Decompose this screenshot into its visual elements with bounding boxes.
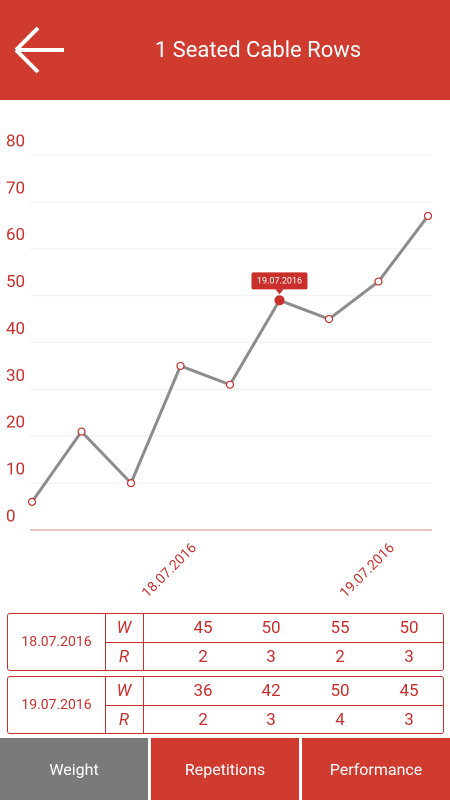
divider bbox=[143, 676, 144, 733]
cell-value: 3 bbox=[404, 709, 414, 730]
cell-value: 55 bbox=[330, 617, 350, 638]
cell-value: 36 bbox=[193, 680, 213, 701]
cell-value: 4 bbox=[335, 709, 345, 730]
y-tick-label: 60 bbox=[6, 225, 25, 245]
cell-value: 50 bbox=[330, 680, 350, 701]
y-tick-label: 0 bbox=[6, 506, 16, 526]
point bbox=[126, 479, 136, 488]
row-label: W bbox=[116, 680, 132, 701]
divider bbox=[143, 613, 144, 670]
row-label: W bbox=[116, 617, 132, 638]
point bbox=[27, 497, 37, 506]
cell-value: 2 bbox=[198, 646, 208, 667]
tooltip-label: 19.07.2016 bbox=[257, 277, 302, 287]
tab[interactable]: Repetitions bbox=[151, 738, 299, 800]
x-tick-label: 19.07.2016 bbox=[337, 540, 398, 600]
point bbox=[423, 211, 433, 221]
cell-value: 3 bbox=[266, 646, 276, 667]
y-tick-label: 20 bbox=[6, 413, 25, 433]
date-cell: 18.07.2016 bbox=[21, 633, 92, 650]
point bbox=[77, 427, 86, 436]
y-tick-label: 10 bbox=[6, 460, 25, 480]
y-tick-label: 30 bbox=[6, 366, 25, 386]
y-tick-label: 80 bbox=[6, 131, 25, 151]
cell-value: 42 bbox=[261, 680, 281, 701]
divider bbox=[105, 705, 443, 706]
tab[interactable]: Performance bbox=[302, 738, 450, 800]
cell-value: 50 bbox=[399, 617, 419, 638]
point bbox=[374, 277, 383, 286]
cell-value: 3 bbox=[404, 646, 414, 667]
x-tick-label: 18.07.2016 bbox=[139, 540, 200, 600]
row-label: R bbox=[118, 646, 130, 667]
cell-value: 2 bbox=[335, 646, 345, 667]
tooltip-pointer bbox=[275, 289, 284, 295]
divider bbox=[105, 676, 106, 733]
row-label: R bbox=[118, 709, 130, 730]
cell-value: 45 bbox=[399, 680, 419, 701]
header: 1 Seated Cable Rows bbox=[0, 0, 450, 100]
divider bbox=[105, 613, 106, 670]
title: 1 Seated Cable Rows bbox=[154, 38, 362, 63]
table-frame bbox=[7, 676, 444, 734]
chart: 0 10 20 30 40 50 60 70 80 18.07.2016 19.07.2016 19.… bbox=[6, 131, 433, 600]
cell-value: 2 bbox=[198, 709, 208, 730]
point bbox=[225, 380, 235, 389]
cell-value: 3 bbox=[266, 709, 276, 730]
cell-value: 50 bbox=[261, 617, 281, 638]
date-cell: 19.07.2016 bbox=[21, 696, 92, 713]
point bbox=[176, 361, 185, 371]
divider bbox=[105, 642, 443, 643]
y-tick-label: 50 bbox=[6, 272, 25, 292]
tooltip bbox=[251, 272, 308, 290]
tab[interactable]: Weight bbox=[0, 738, 148, 800]
line bbox=[30, 215, 430, 503]
back-button[interactable] bbox=[8, 0, 78, 100]
point bbox=[274, 295, 285, 306]
cell-value: 45 bbox=[193, 617, 213, 638]
y-tick-label: 40 bbox=[6, 319, 25, 339]
point bbox=[324, 314, 334, 324]
y-tick-label: 70 bbox=[6, 178, 25, 198]
table-frame bbox=[7, 613, 444, 671]
